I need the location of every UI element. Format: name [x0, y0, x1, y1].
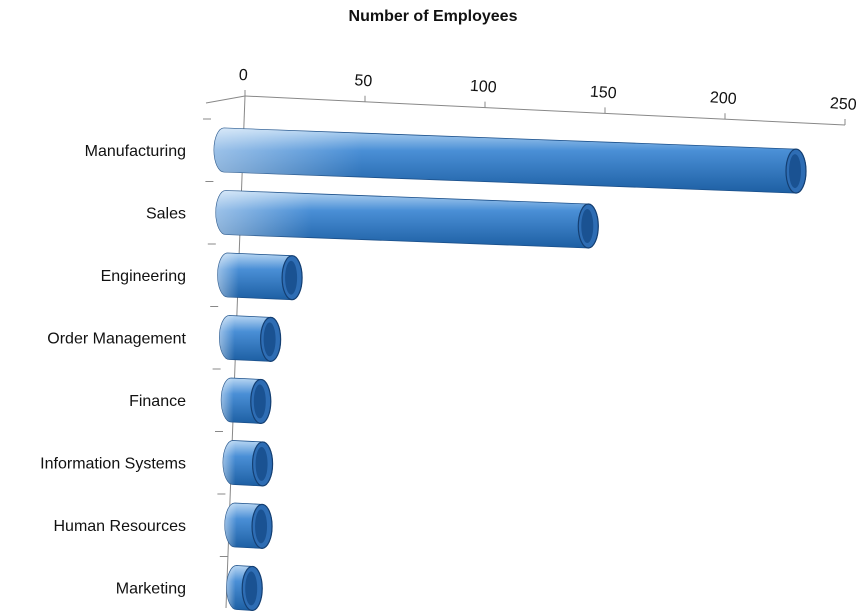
x-tick-label: 0 — [238, 67, 248, 85]
category-label: Marketing — [116, 581, 186, 598]
bar-end-cap-inner — [581, 209, 594, 244]
category-label: Finance — [129, 393, 186, 410]
axis-depth-line — [205, 95, 246, 104]
bar-end-cap-inner — [789, 154, 801, 189]
category-label: Manufacturing — [85, 143, 186, 160]
bar-highlight — [214, 128, 806, 194]
x-tick-label: 250 — [829, 95, 857, 114]
bar-highlight — [217, 253, 303, 300]
bar-end-cap-inner — [263, 322, 276, 357]
bar-highlight — [215, 190, 599, 249]
x-tick-label: 50 — [354, 72, 373, 90]
x-tick-label: 200 — [709, 89, 737, 108]
bar-end-cap-inner — [255, 446, 268, 481]
x-tick-label: 100 — [469, 78, 497, 97]
bar-end-cap-inner — [255, 509, 268, 544]
bar-end-cap-inner — [253, 384, 266, 419]
category-label: Human Resources — [54, 518, 187, 535]
bar-end-cap-inner — [285, 260, 298, 295]
chart-title: Number of Employees — [348, 8, 518, 25]
bar-end-cap-inner — [245, 571, 258, 606]
category-label: Order Management — [47, 331, 186, 348]
category-label: Engineering — [101, 268, 186, 285]
x-axis-line — [244, 95, 846, 126]
x-tick-label: 150 — [589, 84, 617, 103]
category-label: Sales — [146, 206, 186, 223]
category-label: Information Systems — [40, 456, 186, 473]
